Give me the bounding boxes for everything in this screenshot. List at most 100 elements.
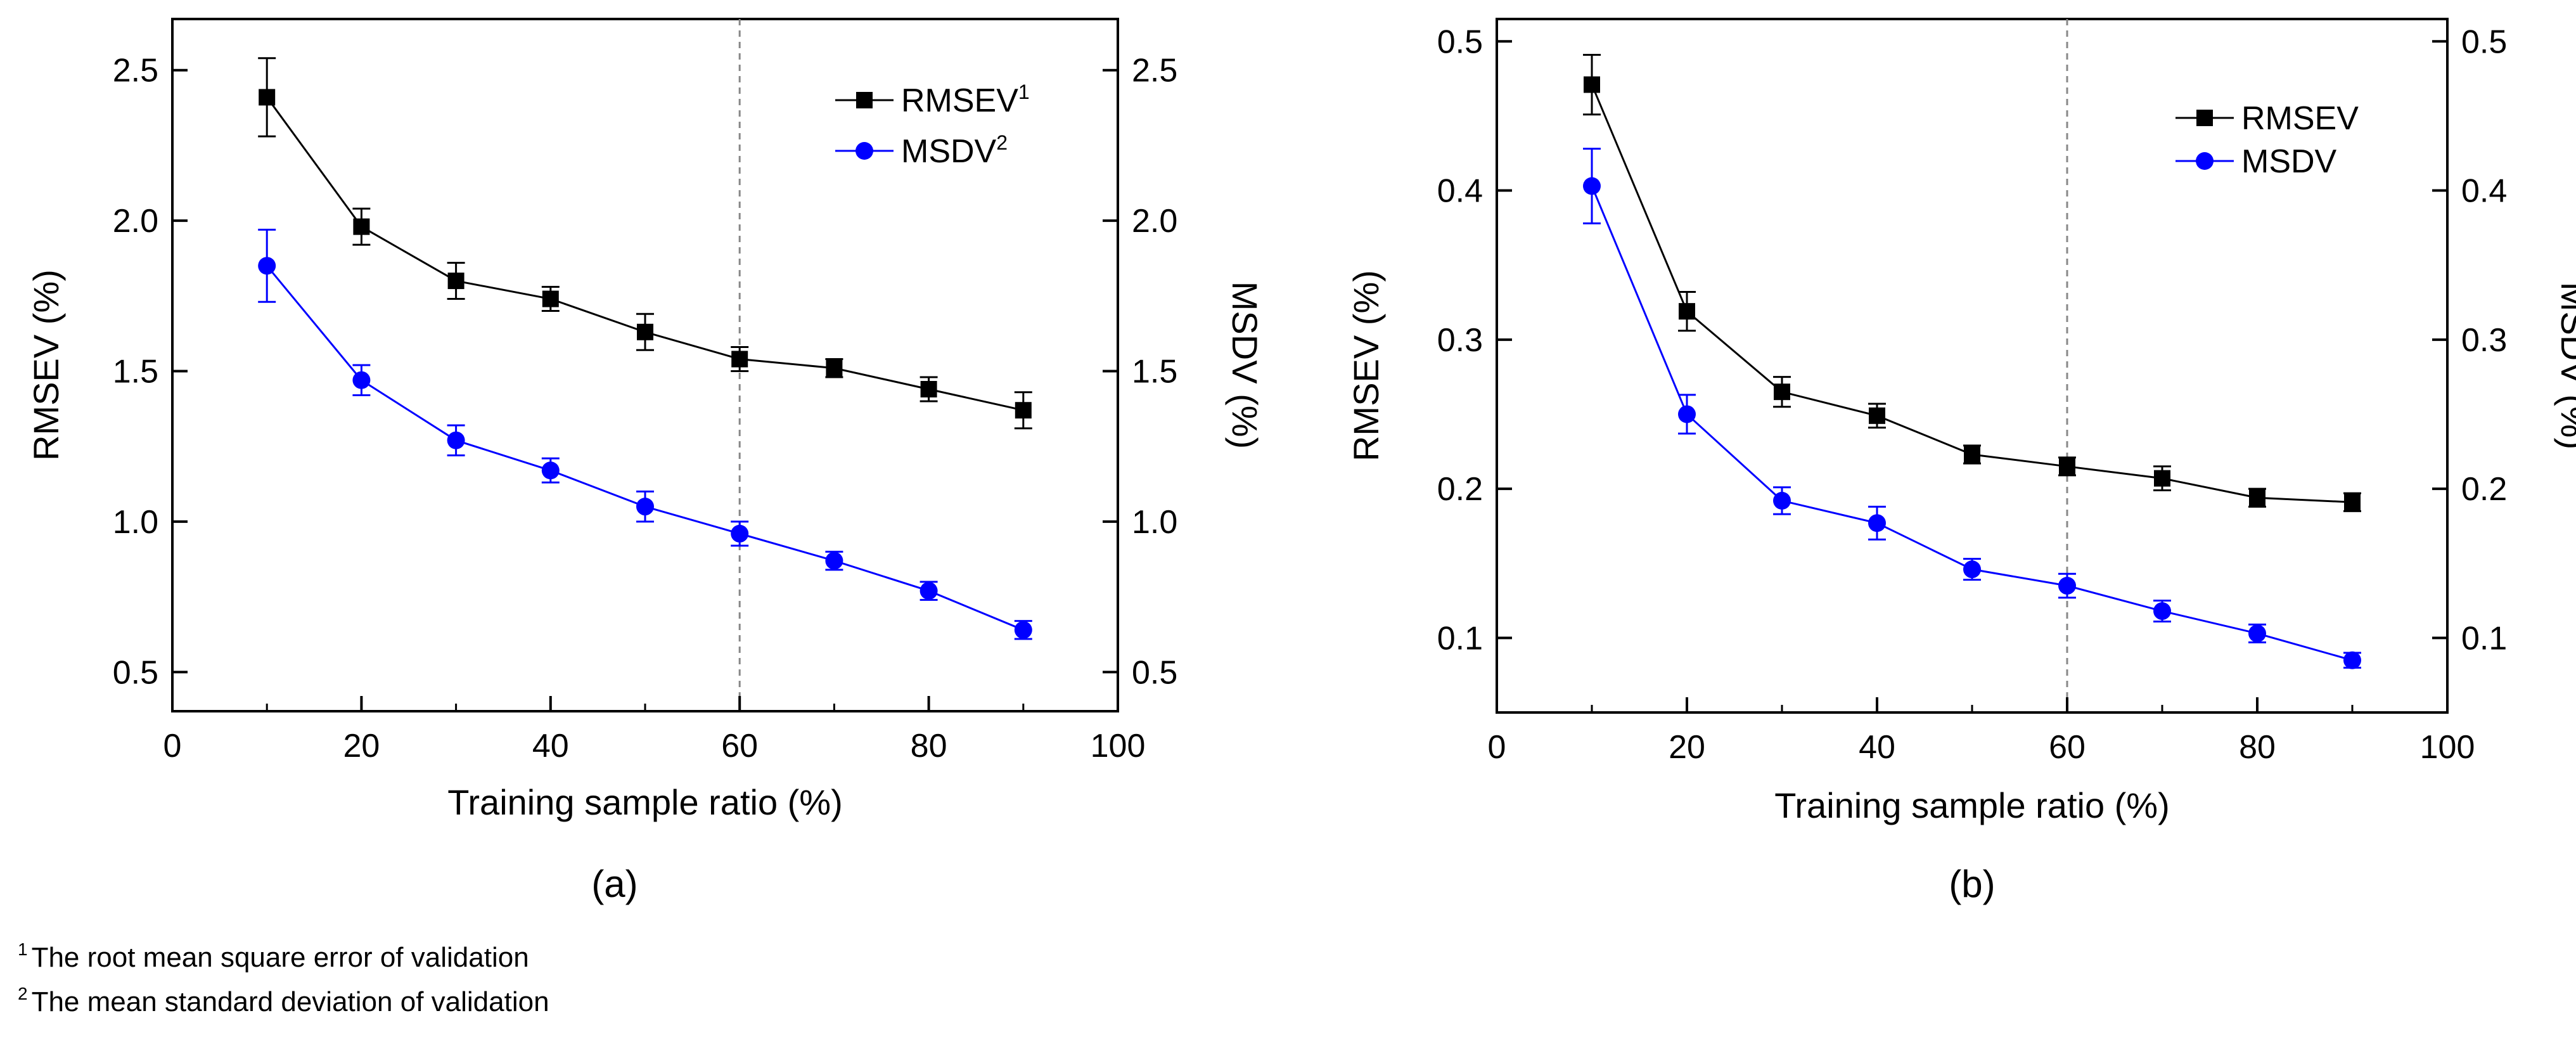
chart-panel-b: 0 20 40 60 80 100 0.1 0.1 0.2 0.2 0.3 0.3 0.4 0.4 0.5 0… [1286,0,2576,1044]
rmsev-point [2154,470,2170,487]
rmsev-point [2344,494,2361,511]
msdv-point [2058,577,2076,595]
y-left-tick-label: 2.5 [113,53,158,89]
legend-msdv-marker [855,142,873,160]
rmsev-point [542,290,559,307]
chart-1-group: 0 20 40 60 80 100 0.1 0.1 0.2 0.2 0.3 0.3 0.4 0.4 0.5 0… [1346,18,2576,905]
rmsev-point [920,380,937,397]
rmsev-point [2059,458,2075,475]
legend-rmsev-text: RMSEV [901,82,1018,119]
msdv-point [920,582,938,600]
y-left-tick-label: 0.5 [113,654,158,691]
x-tick-label: 40 [1859,729,1895,766]
legend-msdv-superscript: 2 [996,131,1008,154]
y-right-tick-label: 0.3 [2461,322,2507,359]
y-left-tick-label: 0.4 [1437,173,1483,210]
chart-0-group: 0 20 40 60 80 100 0.5 0.5 1.0 1.0 1.5 1.5 2.0 2.0 2.5 2… [26,18,1265,905]
x-tick-label: 80 [2239,729,2276,766]
msdv-point [2343,651,2361,669]
x-tick-label: 100 [2420,729,2475,766]
x-tick-label: 60 [721,728,758,764]
x-tick-label: 40 [532,728,569,764]
x-tick-label: 100 [1091,728,1146,764]
x-axis-title: Training sample ratio (%) [447,782,842,822]
legend-rmsev-label: RMSEV1 [901,81,1030,119]
msdv-point [825,551,843,570]
y-right-tick-label: 0.2 [2461,471,2507,508]
rmsev-point [2249,489,2265,506]
legend-msdv-marker [2196,152,2214,170]
x-tick-label: 20 [1669,729,1705,766]
y-left-tick-label: 0.2 [1437,471,1483,508]
legend-rmsev-marker [856,92,873,108]
rmsev-point [1964,446,1980,463]
rmsev-point [1774,383,1790,401]
y-right-tick-label: 0.1 [2461,620,2507,657]
footnote-1: 1 The root mean square error of validatio… [18,939,529,974]
chart-panel-a: 0 20 40 60 80 100 0.5 0.5 1.0 1.0 1.5 1.5 2.0 2.0 2.5 2… [0,0,1286,1044]
msdv-point [1583,177,1601,195]
y-right-tick-label: 0.5 [1132,654,1177,691]
footnote-2: 2 The mean standard deviation of validati… [18,984,549,1018]
rmsev-point [259,89,276,106]
msdv-point [541,461,560,480]
y-left-tick-label: 1.0 [113,504,158,541]
rmsev-point [826,359,843,377]
legend-msdv-label: MSDV2 [901,131,1008,170]
y-left-tick-label: 1.5 [113,353,158,390]
msdv-point [1868,514,1886,532]
x-tick-label: 0 [163,728,182,764]
legend-rmsev-text: RMSEV [2241,100,2359,137]
msdv-point [636,498,654,516]
legend-msdv-label: MSDV [2241,143,2337,180]
y-right-axis-title: MSDV (%) [2554,282,2576,449]
legend-msdv-text: MSDV [901,133,997,170]
msdv-point [2153,602,2171,621]
y-right-tick-label: 0.4 [2461,173,2507,210]
x-tick-label: 60 [2049,729,2086,766]
rmsev-point [1015,402,1032,419]
rmsev-point [1679,303,1695,320]
footnote-1-text: The root mean square error of validation [31,942,529,973]
footnote-2-mark: 2 [18,984,28,1003]
rmsev-series-line [1591,84,2353,503]
msdv-point [1963,560,1981,579]
footnote-2-text: The mean standard deviation of validatio… [31,986,549,1017]
y-left-tick-label: 0.1 [1437,620,1483,657]
y-left-axis-title: RMSEV (%) [26,269,66,461]
y-right-tick-label: 1.5 [1132,353,1177,390]
x-tick-label: 0 [1488,729,1506,766]
y-right-tick-label: 2.0 [1132,203,1177,240]
x-tick-label: 80 [911,728,947,764]
legend-rmsev-label: RMSEV [2241,100,2359,137]
msdv-series-line [1591,185,2353,662]
y-right-tick-label: 1.0 [1132,504,1177,541]
rmsev-point [1584,76,1600,93]
chart-b: 0 20 40 60 80 100 0.1 0.1 0.2 0.2 0.3 0.3 0.4 0.4 0.5 0… [1346,18,2576,905]
x-tick-label: 20 [343,728,380,764]
rmsev-point [731,351,748,368]
footnote-1-mark: 1 [18,939,28,959]
y-right-tick-label: 0.5 [2461,23,2507,60]
rmsev-point [353,218,370,235]
msdv-point [352,371,371,389]
legend-msdv-text: MSDV [2241,143,2337,180]
y-left-tick-label: 0.3 [1437,322,1483,359]
msdv-point [1014,621,1032,639]
rmsev-point [637,323,653,340]
msdv-point [1773,491,1791,510]
x-axis-title: Training sample ratio (%) [1774,785,2169,825]
y-right-tick-label: 2.5 [1132,53,1177,89]
legend-rmsev-superscript: 1 [1018,81,1030,103]
y-right-axis-title: MSDV (%) [1225,281,1265,449]
y-left-tick-label: 2.0 [113,203,158,240]
legend-rmsev-marker [2196,110,2213,126]
msdv-point [447,431,465,449]
panel-label: (b) [1949,863,1995,905]
chart-a: 0 20 40 60 80 100 0.5 0.5 1.0 1.0 1.5 1.5 2.0 2.0 2.5 2… [26,18,1265,905]
msdv-point [1678,405,1696,423]
rmsev-point [447,273,465,290]
rmsev-point [1869,407,1885,424]
plot-frame [171,18,1119,712]
msdv-point [731,524,749,543]
